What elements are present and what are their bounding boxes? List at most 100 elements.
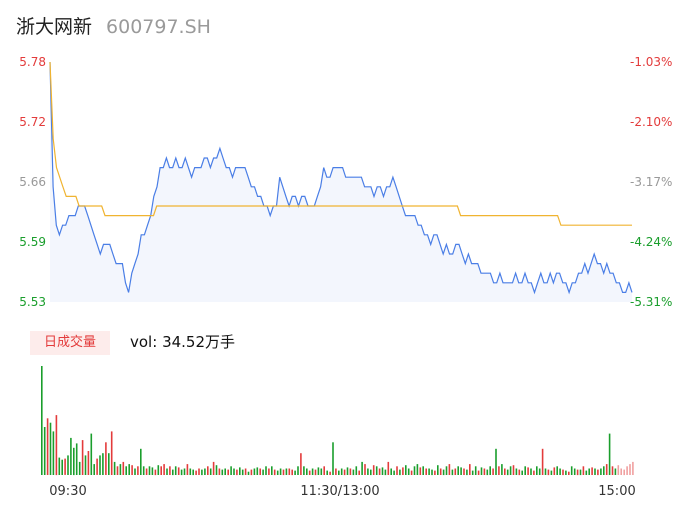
volume-bar [477, 470, 480, 475]
volume-bar [311, 468, 314, 475]
volume-label: vol: [130, 333, 158, 351]
volume-bar [288, 468, 291, 475]
volume-bar [343, 469, 346, 476]
volume-bar [402, 467, 404, 475]
volume-bar [620, 468, 622, 475]
x-tick-label: 09:30 [49, 484, 86, 499]
volume-bar [116, 466, 119, 475]
volume-bar [390, 468, 392, 475]
volume-bar [271, 466, 273, 475]
y-tick-left: 5.66 [19, 175, 46, 189]
volume-bar [405, 465, 407, 475]
volume-bar [582, 466, 585, 475]
volume-bar [306, 468, 308, 475]
volume-bar [227, 469, 229, 476]
volume-bar [617, 465, 620, 475]
volume-bar [442, 469, 445, 476]
volume-bar [148, 466, 151, 475]
volume-bar [431, 469, 433, 476]
volume-bar [90, 433, 93, 475]
volume-bar [393, 470, 395, 475]
volume-bar [454, 468, 457, 475]
y-tick-left: 5.72 [19, 115, 46, 129]
volume-bar [96, 458, 98, 475]
volume-bar [84, 455, 87, 475]
y-tick-right: -5.31% [630, 295, 672, 309]
volume-bar [608, 433, 611, 475]
volume-bar [527, 467, 529, 475]
volume-bar [594, 468, 596, 475]
volume-bar [509, 466, 512, 475]
volume-bar [495, 448, 497, 475]
volume-bar [163, 464, 165, 475]
volume-bar [49, 422, 52, 475]
volume-bar [221, 469, 224, 476]
volume-bar [489, 466, 491, 475]
volume-bar [195, 470, 197, 475]
volume-bar [244, 468, 247, 475]
volume-bar [332, 442, 334, 475]
volume-bar [326, 470, 328, 475]
volume-bar [93, 464, 95, 475]
volume-bar [67, 455, 69, 475]
volume-bar [518, 469, 521, 476]
volume-bar [603, 466, 605, 475]
volume-bar [230, 466, 232, 475]
volume-bar [204, 468, 206, 475]
volume-bar [451, 469, 454, 476]
volume-bar [483, 468, 486, 475]
x-axis-ticks: 09:30 11:30/13:00 15:00 [49, 484, 635, 499]
volume-bar [61, 459, 63, 475]
volume-bar [282, 469, 285, 476]
volume-bar [265, 466, 267, 475]
volume-bar [340, 468, 343, 475]
volume-bar [172, 469, 174, 476]
volume-bar [169, 466, 171, 475]
volume-bar [300, 453, 302, 475]
volume-bar [224, 468, 226, 475]
volume-bar [524, 466, 526, 475]
volume-bar [492, 468, 494, 475]
volume-bar [626, 466, 628, 475]
volume-bar [317, 467, 320, 475]
volume-bar [588, 468, 590, 475]
volume-bar [160, 466, 162, 475]
volume-bar [486, 469, 489, 476]
volume-bar [183, 468, 186, 475]
volume-bar [480, 467, 483, 475]
volume-bar [166, 468, 168, 475]
volume-readout: vol: 34.52万手 [130, 331, 235, 353]
y-axis-right-ticks: -1.03% -2.10% -3.17% -4.24% -5.31% [630, 55, 672, 309]
volume-bar [145, 468, 148, 475]
volume-bar [250, 469, 253, 476]
volume-bar [469, 464, 471, 475]
volume-bar [52, 431, 55, 475]
y-tick-right: -2.10% [630, 115, 672, 129]
volume-bar [335, 468, 337, 475]
volume-bar [142, 466, 145, 475]
volume-bar [460, 467, 462, 475]
volume-bar [177, 467, 180, 475]
volume-bar [297, 466, 299, 475]
volume-bar [439, 468, 442, 475]
volume-bar [128, 464, 130, 475]
volume-bar [346, 467, 349, 475]
volume-bar [614, 468, 617, 475]
volume-bar [209, 468, 212, 475]
volume-bar [186, 464, 189, 475]
volume-bar [119, 464, 122, 475]
volume-bar [314, 469, 317, 476]
volume-bar [579, 469, 582, 476]
volume-bar [55, 415, 58, 476]
volume-bar [553, 467, 556, 475]
volume-bar [320, 468, 323, 475]
volume-bar [538, 468, 541, 475]
volume-bar [75, 443, 78, 475]
price-area [49, 61, 633, 302]
volume-bar [378, 468, 381, 475]
volume-bar [180, 469, 183, 476]
volume-bar [64, 458, 66, 475]
volume-bar [273, 469, 276, 476]
volume-bar [247, 471, 250, 475]
